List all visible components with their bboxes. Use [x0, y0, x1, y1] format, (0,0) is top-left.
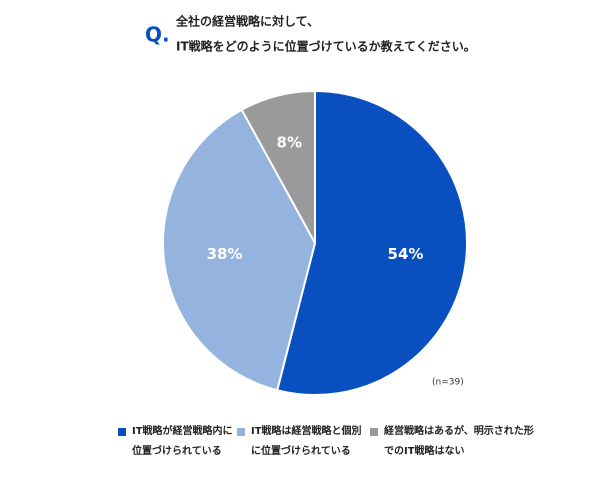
legend-item: 経営戦略はあるが、明示された形でのIT戦略はない: [370, 422, 534, 462]
legend-swatch: [370, 428, 378, 436]
legend-swatch: [237, 428, 245, 436]
q-mark: Q.: [145, 23, 170, 47]
data-label: 54%: [388, 245, 424, 263]
legend-item: IT戦略は経営戦略と個別に位置づけられている: [237, 422, 369, 462]
title-line: 全社の経営戦略に対して、: [175, 14, 319, 29]
legend-item: IT戦略が経営戦略内に位置づけられている: [118, 422, 242, 462]
pie-slice: [240, 89, 316, 244]
pie-slice: [162, 108, 317, 392]
data-label: 38%: [207, 245, 243, 263]
legend-label: IT戦略は経営戦略と個別に位置づけられている: [251, 426, 362, 457]
legend-swatch: [118, 428, 126, 436]
note: (n=39): [432, 378, 464, 388]
legend-label: 経営戦略はあるが、明示された形でのIT戦略はない: [384, 426, 534, 457]
legend-label: IT戦略が経営戦略内に位置づけられている: [132, 426, 233, 457]
data-label: 8%: [277, 133, 302, 151]
title-line: IT戦略をどのように位置づけているか教えてください。: [176, 39, 476, 54]
pie-slice: [275, 89, 468, 396]
